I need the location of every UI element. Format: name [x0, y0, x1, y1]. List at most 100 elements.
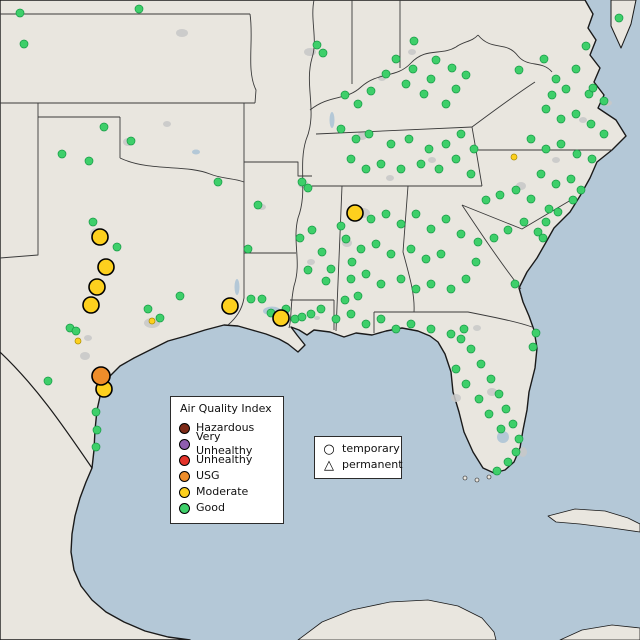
- good-station[interactable]: [376, 279, 386, 289]
- good-station[interactable]: [371, 239, 381, 249]
- good-station[interactable]: [528, 342, 538, 352]
- good-station[interactable]: [587, 154, 597, 164]
- good-station[interactable]: [411, 209, 421, 219]
- moderate-station[interactable]: [91, 228, 109, 246]
- good-station[interactable]: [295, 233, 305, 243]
- good-station[interactable]: [306, 309, 316, 319]
- good-station[interactable]: [396, 219, 406, 229]
- good-station[interactable]: [476, 359, 486, 369]
- good-station[interactable]: [451, 154, 461, 164]
- good-station[interactable]: [510, 279, 520, 289]
- good-station[interactable]: [408, 64, 418, 74]
- good-station[interactable]: [492, 466, 502, 476]
- good-station[interactable]: [426, 224, 436, 234]
- good-station[interactable]: [495, 190, 505, 200]
- moderate-small-station[interactable]: [510, 153, 518, 161]
- good-station[interactable]: [401, 79, 411, 89]
- good-station[interactable]: [503, 225, 513, 235]
- good-station[interactable]: [15, 8, 25, 18]
- good-station[interactable]: [511, 447, 521, 457]
- good-station[interactable]: [553, 207, 563, 217]
- good-station[interactable]: [474, 394, 484, 404]
- good-station[interactable]: [404, 134, 414, 144]
- good-station[interactable]: [539, 54, 549, 64]
- good-station[interactable]: [297, 312, 307, 322]
- good-station[interactable]: [353, 99, 363, 109]
- good-station[interactable]: [406, 244, 416, 254]
- good-station[interactable]: [246, 294, 256, 304]
- good-station[interactable]: [419, 89, 429, 99]
- good-station[interactable]: [441, 214, 451, 224]
- good-station[interactable]: [456, 334, 466, 344]
- good-station[interactable]: [466, 344, 476, 354]
- good-station[interactable]: [353, 291, 363, 301]
- good-station[interactable]: [340, 90, 350, 100]
- good-station[interactable]: [436, 249, 446, 259]
- good-station[interactable]: [366, 214, 376, 224]
- good-station[interactable]: [459, 324, 469, 334]
- good-station[interactable]: [91, 442, 101, 452]
- moderate-station[interactable]: [346, 204, 364, 222]
- good-station[interactable]: [584, 89, 594, 99]
- good-station[interactable]: [386, 249, 396, 259]
- good-station[interactable]: [243, 244, 253, 254]
- good-station[interactable]: [426, 324, 436, 334]
- good-station[interactable]: [614, 13, 624, 23]
- good-station[interactable]: [326, 264, 336, 274]
- good-station[interactable]: [456, 129, 466, 139]
- good-station[interactable]: [416, 159, 426, 169]
- good-station[interactable]: [84, 156, 94, 166]
- good-station[interactable]: [469, 144, 479, 154]
- good-station[interactable]: [99, 122, 109, 132]
- good-station[interactable]: [19, 39, 29, 49]
- good-station[interactable]: [541, 217, 551, 227]
- good-station[interactable]: [307, 225, 317, 235]
- good-station[interactable]: [88, 217, 98, 227]
- good-station[interactable]: [486, 374, 496, 384]
- good-station[interactable]: [581, 41, 591, 51]
- good-station[interactable]: [544, 204, 554, 214]
- good-station[interactable]: [366, 86, 376, 96]
- good-station[interactable]: [43, 376, 53, 386]
- good-station[interactable]: [155, 313, 165, 323]
- moderate-station[interactable]: [221, 297, 239, 315]
- usg-station[interactable]: [91, 366, 111, 386]
- good-station[interactable]: [321, 276, 331, 286]
- good-station[interactable]: [533, 227, 543, 237]
- good-station[interactable]: [561, 84, 571, 94]
- good-station[interactable]: [519, 217, 529, 227]
- good-station[interactable]: [143, 304, 153, 314]
- good-station[interactable]: [541, 144, 551, 154]
- good-station[interactable]: [514, 65, 524, 75]
- good-station[interactable]: [341, 234, 351, 244]
- good-station[interactable]: [451, 84, 461, 94]
- good-station[interactable]: [71, 326, 81, 336]
- good-station[interactable]: [351, 134, 361, 144]
- good-station[interactable]: [503, 457, 513, 467]
- good-station[interactable]: [424, 144, 434, 154]
- good-station[interactable]: [376, 314, 386, 324]
- good-station[interactable]: [376, 159, 386, 169]
- good-station[interactable]: [588, 83, 598, 93]
- good-station[interactable]: [547, 90, 557, 100]
- good-station[interactable]: [381, 69, 391, 79]
- good-station[interactable]: [514, 434, 524, 444]
- good-station[interactable]: [494, 389, 504, 399]
- good-station[interactable]: [568, 195, 578, 205]
- good-station[interactable]: [361, 269, 371, 279]
- good-station[interactable]: [396, 164, 406, 174]
- good-station[interactable]: [556, 114, 566, 124]
- good-station[interactable]: [421, 254, 431, 264]
- good-station[interactable]: [496, 424, 506, 434]
- good-station[interactable]: [396, 274, 406, 284]
- good-station[interactable]: [446, 284, 456, 294]
- good-station[interactable]: [531, 328, 541, 338]
- good-station[interactable]: [340, 295, 350, 305]
- good-station[interactable]: [551, 74, 561, 84]
- good-station[interactable]: [473, 237, 483, 247]
- good-station[interactable]: [456, 229, 466, 239]
- good-station[interactable]: [213, 177, 223, 187]
- good-station[interactable]: [434, 164, 444, 174]
- good-station[interactable]: [356, 244, 366, 254]
- good-station[interactable]: [303, 183, 313, 193]
